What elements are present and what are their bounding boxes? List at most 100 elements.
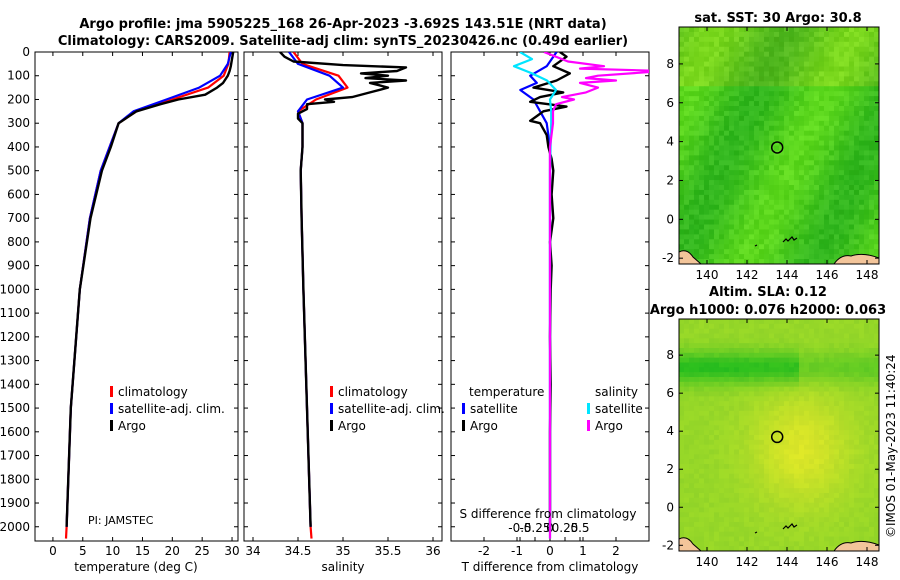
heatmap-cell (734, 189, 740, 196)
heatmap-cell (799, 319, 805, 325)
heatmap-cell (684, 367, 690, 373)
heatmap-cell (869, 125, 875, 132)
heatmap-cell (734, 185, 740, 191)
heatmap-cell (849, 362, 855, 368)
heatmap-cell (729, 497, 735, 504)
heatmap-cell (684, 199, 690, 206)
heatmap-cell (814, 493, 820, 499)
sst-heatmap-cells (679, 27, 879, 264)
heatmap-cell (824, 362, 830, 368)
heatmap-cell (744, 180, 750, 186)
heatmap-cell (694, 204, 700, 211)
lon-tick-label: 142 (736, 555, 759, 569)
heatmap-cell (804, 502, 810, 509)
heatmap-cell (689, 239, 695, 245)
heatmap-cell (719, 160, 725, 166)
heatmap-cell (679, 46, 685, 53)
heatmap-cell (834, 381, 840, 388)
heatmap-cell (839, 415, 845, 422)
heatmap-cell (714, 546, 720, 551)
heatmap-cell (824, 115, 830, 122)
heatmap-cell (864, 367, 870, 373)
heatmap-cell (769, 439, 775, 446)
heatmap-cell (689, 185, 695, 191)
heatmap-cell (684, 507, 690, 513)
heatmap-cell (749, 155, 755, 161)
heatmap-cell (679, 512, 685, 518)
heatmap-cell (759, 406, 765, 412)
heatmap-cell (789, 464, 795, 470)
heatmap-cell (784, 352, 790, 359)
heatmap-cell (819, 546, 825, 551)
heatmap-cell (699, 189, 705, 196)
heatmap-cell (814, 449, 820, 455)
heatmap-cell (719, 140, 725, 147)
heatmap-cell (804, 406, 810, 412)
heatmap-cell (799, 81, 805, 87)
heatmap-cell (749, 391, 755, 397)
heatmap-cell (869, 396, 875, 402)
heatmap-cell (719, 234, 725, 240)
heatmap-cell (839, 165, 845, 171)
heatmap-cell (744, 150, 750, 156)
heatmap-cell (819, 145, 825, 152)
heatmap-cell (859, 31, 865, 38)
heatmap-cell (704, 410, 710, 417)
heatmap-cell (824, 430, 830, 436)
heatmap-cell (804, 410, 810, 417)
heatmap-cell (804, 473, 810, 480)
heatmap-cell (804, 214, 810, 221)
heatmap-cell (784, 420, 790, 426)
heatmap-cell (769, 214, 775, 221)
heatmap-cell (829, 145, 835, 152)
heatmap-cell (719, 41, 725, 48)
heatmap-cell (789, 396, 795, 402)
heatmap-cell (874, 512, 879, 518)
heatmap-cell (744, 348, 750, 354)
heatmap-cell (694, 27, 700, 33)
heatmap-cell (804, 464, 810, 470)
heatmap-cell (709, 101, 715, 107)
heatmap-cell (679, 386, 685, 393)
heatmap-cell (724, 497, 730, 504)
heatmap-cell (774, 323, 780, 330)
heatmap-cell (784, 115, 790, 122)
heatmap-cell (844, 31, 850, 38)
heatmap-cell (764, 204, 770, 211)
heatmap-cell (754, 497, 760, 504)
heatmap-cell (744, 249, 750, 255)
heatmap-cell (789, 435, 795, 441)
heatmap-cell (804, 101, 810, 107)
sst-coastline (679, 236, 879, 264)
heatmap-cell (764, 120, 770, 127)
heatmap-cell (739, 219, 745, 226)
heatmap-cell (864, 430, 870, 436)
heatmap-cell (819, 36, 825, 43)
heatmap-cell (824, 61, 830, 68)
heatmap-cell (684, 517, 690, 523)
heatmap-cell (729, 76, 735, 82)
heatmap-cell (724, 135, 730, 142)
heatmap-cell (754, 46, 760, 53)
heatmap-cell (759, 125, 765, 132)
heatmap-cell (744, 478, 750, 484)
heatmap-cell (814, 425, 820, 431)
heatmap-cell (749, 224, 755, 231)
heatmap-cell (874, 125, 879, 132)
heatmap-cell (754, 328, 760, 335)
lon-tick-label: 142 (736, 268, 759, 282)
heatmap-cell (794, 81, 800, 87)
heatmap-cell (829, 348, 835, 354)
heatmap-cell (764, 381, 770, 388)
heatmap-cell (734, 125, 740, 132)
heatmap-cell (709, 367, 715, 373)
heatmap-cell (804, 454, 810, 460)
heatmap-cell (809, 150, 815, 156)
heatmap-cell (829, 130, 835, 137)
heatmap-cell (759, 91, 765, 97)
heatmap-cell (874, 71, 879, 77)
heatmap-cell (799, 377, 805, 383)
heatmap-cell (769, 115, 775, 122)
legend-title-salinity: salinity (595, 385, 638, 399)
heatmap-cell (854, 386, 860, 393)
